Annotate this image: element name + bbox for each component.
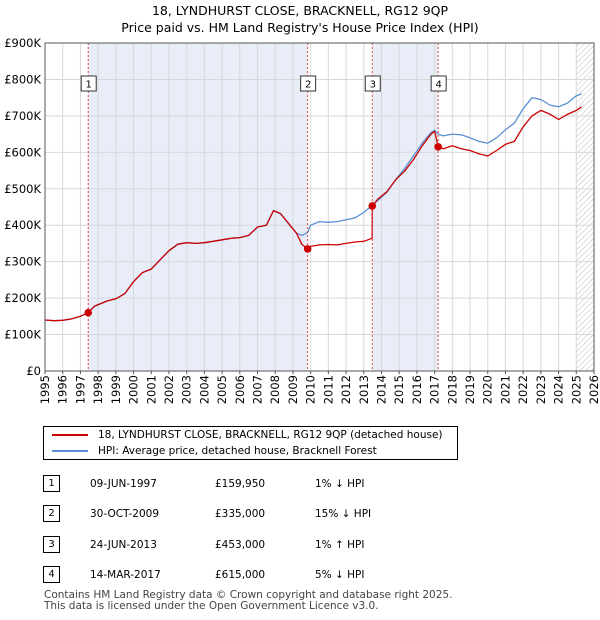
sale-point (84, 308, 93, 317)
x-tick-label: 2001 (144, 375, 158, 404)
transaction-hpi-diff: 1% ↑ HPI (315, 539, 365, 551)
transaction-number-badge: 4 (43, 566, 60, 583)
sale-label: 2 (305, 80, 311, 91)
x-tick-label: 2007 (251, 375, 265, 404)
x-tick-label: 2002 (162, 375, 176, 404)
legend: 18, LYNDHURST CLOSE, BRACKNELL, RG12 9QP… (43, 426, 458, 460)
y-tick-label: £700K (4, 109, 41, 123)
transaction-hpi-diff: 15% ↓ HPI (315, 508, 372, 520)
chart-title-line-1: 18, LYNDHURST CLOSE, BRACKNELL, RG12 9QP (151, 3, 449, 18)
x-tick-label: 2026 (587, 375, 600, 404)
x-tick-label: 2013 (357, 375, 371, 404)
footer-attribution: Contains HM Land Registry data © Crown c… (44, 590, 452, 612)
table-row: 3 24-JUN-2013 £453,000 1% ↑ HPI (43, 536, 543, 554)
y-tick-label: £0 (26, 364, 41, 378)
shaded-period (88, 43, 308, 371)
y-tick-label: £100K (4, 328, 41, 342)
x-tick-label: 1996 (56, 375, 70, 404)
series-line-property (44, 106, 582, 322)
transaction-date: 30-OCT-2009 (90, 508, 159, 520)
transaction-date: 09-JUN-1997 (90, 478, 157, 490)
x-tick-label: 2005 (215, 375, 229, 404)
x-tick-label: 2016 (410, 375, 424, 404)
legend-swatch-property (52, 434, 88, 436)
table-row: 2 30-OCT-2009 £335,000 15% ↓ HPI (43, 505, 543, 523)
footer-line-1: Contains HM Land Registry data © Crown c… (44, 589, 453, 601)
x-tick-label: 2006 (233, 375, 247, 404)
sale-label-box (300, 75, 317, 92)
x-tick-label: 2014 (374, 375, 388, 404)
price-chart: 1 2 3 4 £0 £100K £200K £300K £400K £500K £600K £70… (4, 36, 600, 404)
y-tick-label: £300K (4, 255, 41, 269)
legend-label-property: 18, LYNDHURST CLOSE, BRACKNELL, RG12 9QP… (98, 429, 443, 441)
sale-point (434, 143, 442, 151)
x-tick-label: 2012 (339, 375, 353, 404)
y-tick-label: £400K (4, 218, 41, 232)
x-tick-label: 2004 (197, 375, 211, 404)
x-tick-label: 1997 (73, 375, 87, 404)
x-tick-label: 2022 (516, 375, 530, 404)
x-tick-label: 1999 (109, 375, 123, 404)
x-tick-label: 2019 (463, 375, 477, 404)
chart-title-line-2: Price paid vs. HM Land Registry's House … (121, 20, 479, 35)
plot-frame (44, 42, 595, 372)
table-row: 4 14-MAR-2017 £615,000 5% ↓ HPI (43, 566, 543, 584)
sale-label: 3 (370, 80, 376, 91)
y-tick-label: £200K (4, 291, 41, 305)
transaction-number-badge: 1 (43, 475, 60, 492)
sale-label-box (80, 75, 97, 92)
transaction-price: £615,000 (215, 569, 266, 581)
legend-item-property: 18, LYNDHURST CLOSE, BRACKNELL, RG12 9QP… (52, 427, 443, 443)
x-tick-label: 2009 (286, 375, 300, 404)
sale-label-box (364, 75, 381, 92)
sale-label-box (430, 75, 447, 92)
x-tick-label: 2015 (392, 375, 406, 404)
sale-point (303, 245, 312, 253)
legend-item-hpi: HPI: Average price, detached house, Brac… (52, 443, 377, 459)
sale-label: 4 (435, 80, 441, 91)
sale-point (368, 202, 377, 210)
x-tick-label: 2008 (268, 375, 282, 404)
hatched-future-area (576, 43, 594, 371)
transaction-number-badge: 3 (43, 536, 60, 553)
x-tick-label: 2025 (569, 375, 583, 404)
table-row: 1 09-JUN-1997 £159,950 1% ↓ HPI (43, 475, 543, 493)
x-tick-label: 2017 (428, 375, 442, 404)
legend-swatch-hpi (52, 450, 88, 452)
y-tick-label: £800K (4, 72, 41, 86)
transaction-price: £335,000 (215, 508, 266, 520)
shaded-period (372, 43, 439, 371)
transaction-date: 14-MAR-2017 (90, 569, 161, 581)
x-tick-label: 2018 (445, 375, 459, 404)
x-tick-label: 2011 (321, 375, 335, 404)
y-tick-label: £600K (4, 145, 41, 159)
x-tick-label: 2021 (498, 375, 512, 404)
transaction-price: £453,000 (215, 539, 266, 551)
sale-label: 1 (86, 80, 92, 91)
x-tick-label: 2024 (552, 375, 566, 404)
y-tick-label: £900K (4, 36, 41, 50)
chart-title: 18, LYNDHURST CLOSE, BRACKNELL, RG12 9QP… (0, 2, 600, 36)
x-tick-label: 2010 (304, 375, 318, 404)
footer-line-2: This data is licensed under the Open Gov… (44, 600, 379, 612)
x-tick-label: 2020 (481, 375, 495, 404)
y-tick-label: £500K (4, 182, 41, 196)
transaction-price: £159,950 (215, 478, 266, 490)
x-tick-label: 2000 (127, 375, 141, 404)
x-tick-label: 1995 (38, 375, 52, 404)
x-tick-label: 1998 (91, 375, 105, 404)
transaction-hpi-diff: 5% ↓ HPI (315, 569, 365, 581)
transaction-hpi-diff: 1% ↓ HPI (315, 478, 365, 490)
x-tick-label: 2023 (534, 375, 548, 404)
transaction-number-badge: 2 (43, 505, 60, 522)
legend-label-hpi: HPI: Average price, detached house, Brac… (98, 445, 377, 457)
x-tick-label: 2003 (180, 375, 194, 404)
transaction-date: 24-JUN-2013 (90, 539, 157, 551)
